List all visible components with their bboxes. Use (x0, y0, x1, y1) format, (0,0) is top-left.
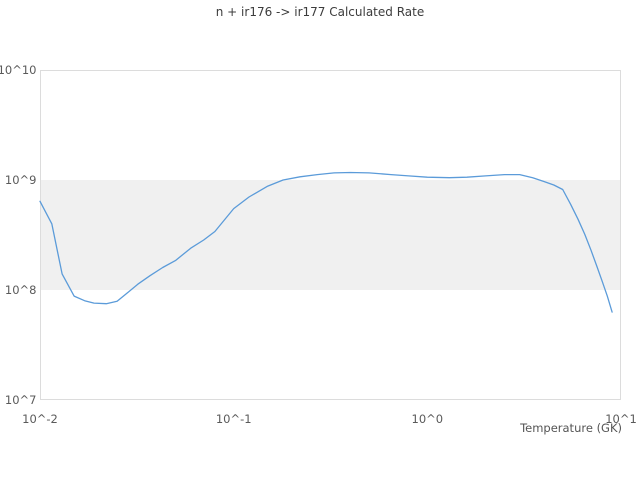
x-tick-label: 10^1 (605, 412, 637, 426)
y-tick-label: 10^10 (0, 63, 37, 77)
x-axis-title: Temperature (GK) (520, 421, 622, 435)
y-tick-label: 10^9 (5, 173, 37, 187)
y-tick-label: 10^8 (5, 283, 37, 297)
x-tick-label: 10^-2 (22, 412, 58, 426)
chart-title: n + ir176 -> ir177 Calculated Rate (215, 5, 425, 19)
x-tick-label: 10^-1 (216, 412, 252, 426)
x-tick-label: 10^0 (412, 412, 444, 426)
plot-frame (40, 70, 621, 400)
log-band (40, 180, 621, 290)
rate-curve (39, 171, 613, 313)
y-tick-label: 10^7 (5, 393, 37, 407)
